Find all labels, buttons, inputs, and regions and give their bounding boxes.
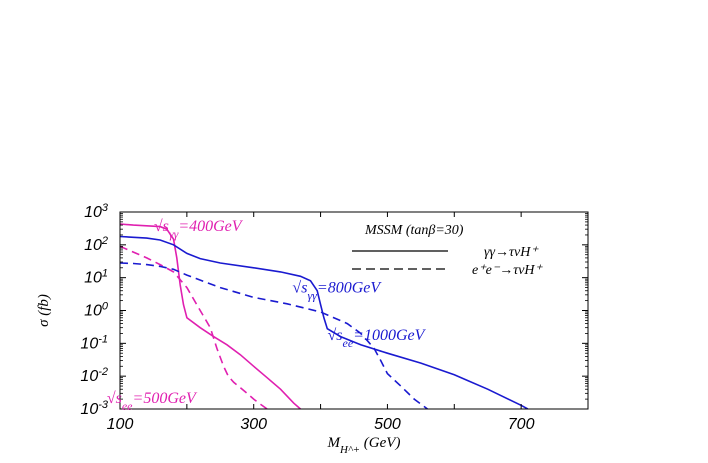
- y-tick-label: 101: [84, 268, 108, 287]
- annotation-3: √see=1000GeV: [327, 327, 426, 350]
- y-tick-label: 103: [84, 202, 109, 221]
- series-line-1: [120, 223, 302, 409]
- annotation-4: √see=500GeV: [107, 390, 198, 413]
- y-tick-label: 102: [84, 235, 108, 254]
- annotation-1: √sγγ=400GeV: [154, 218, 244, 241]
- series-line-4: [120, 262, 428, 409]
- y-axis-title: σ (fb): [36, 294, 52, 327]
- legend-label: γγ→τνH⁺: [484, 245, 539, 260]
- x-axis-title: MH^+ (GeV): [327, 435, 401, 456]
- series-line-3: [120, 235, 529, 409]
- x-tick-label: 100: [107, 416, 134, 433]
- legend-label: e⁺e⁻→τνH⁺: [472, 263, 544, 278]
- x-tick-label: 300: [240, 416, 267, 433]
- x-tick-label: 700: [508, 416, 535, 433]
- plot-frame: [119, 211, 589, 410]
- series-line-2: [120, 245, 268, 409]
- y-tick-label: 100: [84, 301, 109, 320]
- y-tick-label: 10-1: [80, 333, 108, 352]
- x-tick-label: 500: [374, 416, 401, 433]
- y-tick-label: 10-3: [80, 399, 108, 418]
- y-tick-label: 10-2: [80, 366, 108, 385]
- legend-title: MSSM (tanβ=30): [364, 223, 464, 238]
- annotation-2: √sγγ=800GeV: [292, 280, 382, 303]
